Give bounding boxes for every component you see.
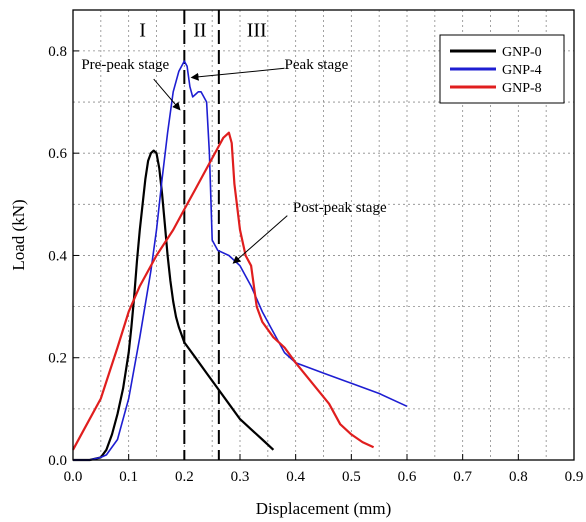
legend-label-gnp-4: GNP-4 xyxy=(502,63,542,78)
y-tick-label: 0.6 xyxy=(48,146,67,162)
series-line-gnp-0 xyxy=(73,149,275,462)
stage-label: I xyxy=(139,20,146,42)
legend-label-gnp-0: GNP-0 xyxy=(502,45,542,60)
y-tick-label: 0.0 xyxy=(48,453,67,469)
plot-frame xyxy=(72,9,575,461)
y-axis-label: Load (kN) xyxy=(9,199,28,270)
y-tick-label: 0.8 xyxy=(48,44,67,60)
axis-ticks: 0.0 0.1 0.2 0.3 0.4 0.5 0.6 0.7 0.8 0.9 0.0 0.2 0.4 0… xyxy=(48,44,583,485)
x-tick-label: 0.1 xyxy=(119,469,138,485)
x-tick-label: 0.8 xyxy=(509,469,528,485)
x-tick-label: 0.6 xyxy=(398,469,417,485)
annotation-arrow xyxy=(153,78,181,111)
grid xyxy=(73,10,574,460)
stage-lines xyxy=(183,10,220,460)
x-tick-label: 0.7 xyxy=(453,469,472,485)
stage-label: II xyxy=(193,20,206,42)
legend-label-gnp-8: GNP-8 xyxy=(502,81,542,96)
x-tick-label: 0.9 xyxy=(565,469,584,485)
series-line-gnp-8 xyxy=(72,131,375,451)
x-tick-label: 0.0 xyxy=(64,469,83,485)
stage-label: III xyxy=(247,20,267,42)
y-tick-label: 0.4 xyxy=(48,248,67,264)
y-tick-label: 0.2 xyxy=(48,351,67,367)
x-tick-label: 0.4 xyxy=(286,469,305,485)
legend: GNP-0 GNP-4 GNP-8 xyxy=(439,34,565,104)
annotation-label: Pre-peak stage xyxy=(81,57,169,73)
x-tick-label: 0.5 xyxy=(342,469,361,485)
annotation-label: Post-peak stage xyxy=(293,200,387,216)
annotation-arrow xyxy=(190,67,285,81)
x-tick-label: 0.2 xyxy=(175,469,194,485)
x-tick-label: 0.3 xyxy=(231,469,250,485)
series-layer xyxy=(72,60,408,462)
x-axis-label: Displacement (mm) xyxy=(256,499,392,518)
series-line-gnp-4 xyxy=(73,60,408,461)
annotation-label: Peak stage xyxy=(285,57,349,73)
annotation-arrow xyxy=(232,215,288,264)
